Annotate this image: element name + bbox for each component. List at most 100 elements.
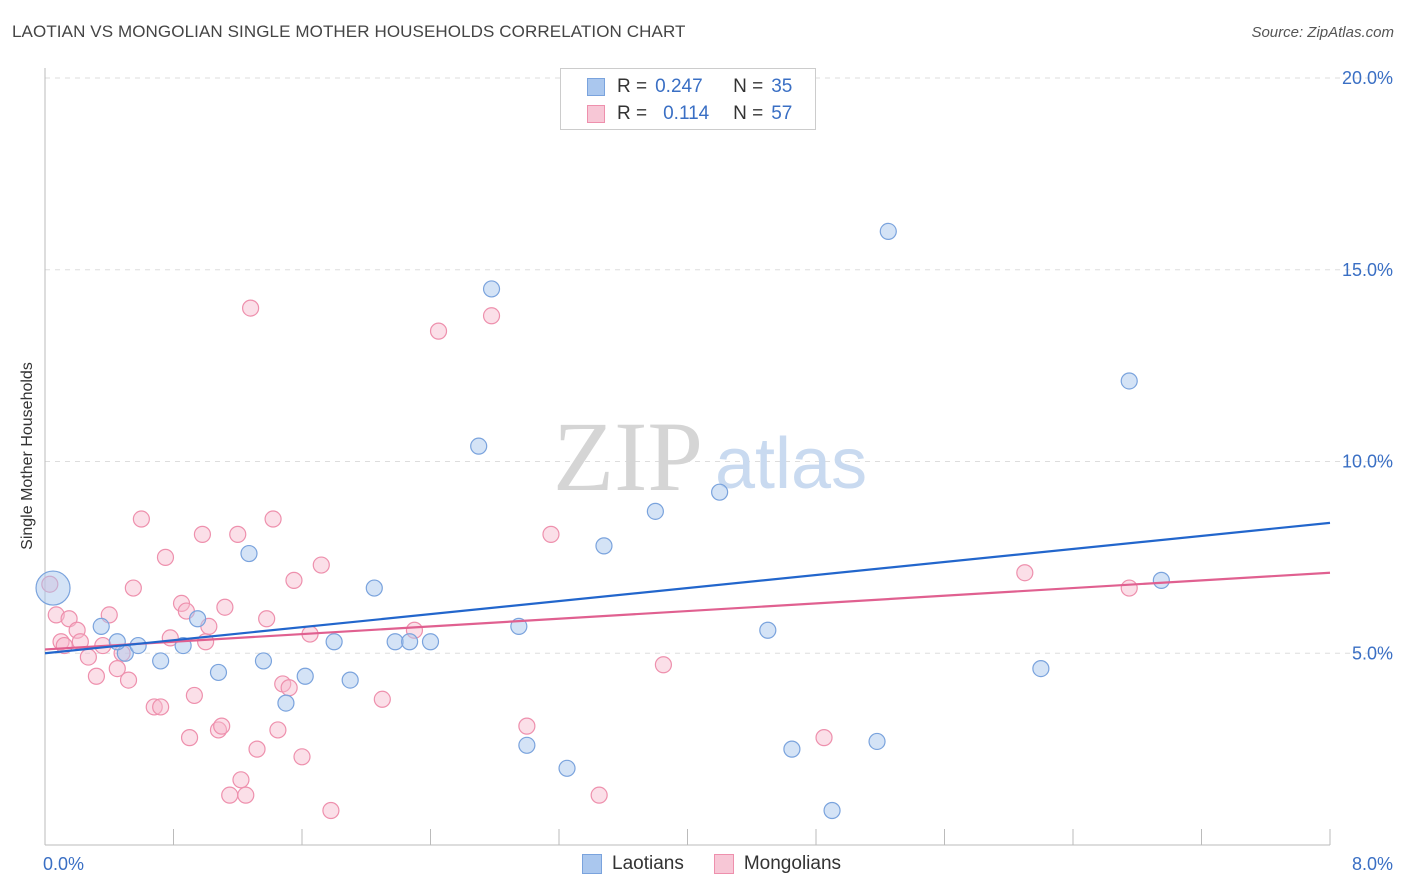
mongolian-point [322,801,340,820]
mongolian-point [280,679,298,697]
trend-lines [44,521,1331,655]
legend-n-value: 57 [771,103,793,124]
laotian-point [868,732,886,751]
mongolian-point [542,525,560,543]
mongolian-point [429,322,448,340]
laotian-point [386,633,404,651]
laotian-point [823,801,841,820]
mongolian-point [269,721,287,739]
laotian-trend-line [44,521,1331,655]
laotian-point [240,544,258,563]
laotian-point [296,667,314,685]
mongolian-point [193,525,212,543]
laotian-point [35,570,71,606]
laotian-point [595,537,613,555]
laotian-point [1032,659,1050,678]
mongolian-point [180,729,199,747]
bottom-legend-laotians: Laotians [582,853,684,875]
mongolian-point [237,786,255,804]
mongolian-point [119,671,138,689]
laotian-point [759,621,777,639]
mongolian-point [108,659,126,678]
laotian-point [470,437,488,455]
bottom-legend-mongolians-label: Mongolians [743,853,842,874]
laotian-point [188,610,207,628]
mongolian-point [213,717,231,735]
legend-r-label: R = [617,103,648,124]
mongolian-swatch [587,105,605,123]
y-tick-label: 15.0% [1342,260,1393,280]
mongolian-point [373,690,391,708]
legend: R = 0.247 N = 35 R = 0.114 N = 57 [560,68,816,130]
mongolian-point [590,786,608,804]
bottom-legend-laotians-label: Laotians [612,853,684,874]
x-tick-label: 0.0% [43,854,84,874]
bottom-legend-mongolians: Mongolians [713,853,842,875]
laotian-point [365,579,383,597]
mongolian-point [221,786,239,804]
mongolian-point [152,698,170,716]
mongolian-point [185,686,203,705]
mongolian-point [248,740,266,758]
mongolian-point [124,579,142,597]
mongolian-point [216,598,234,616]
laotian-point [209,663,228,682]
laotian-point [558,759,576,777]
mongolian-point [132,510,150,528]
y-tick-label: 20.0% [1342,68,1393,88]
mongolian-point [258,610,276,628]
mongolian-point [482,307,501,325]
mongolian-point [264,510,282,528]
tick-labels: 5.0% 10.0% 15.0% 20.0% 0.0% 8.0% [43,68,1393,874]
mongolian-point [145,698,163,716]
x-tick-label: 8.0% [1352,854,1393,874]
mongolian-point [654,656,673,674]
laotian-point [1120,372,1138,390]
legend-r-label: R = [617,76,648,97]
mongolian-point [285,571,303,589]
grid-lines [45,77,1392,654]
chart-source: Source: ZipAtlas.com [1251,24,1394,41]
axes [44,68,1331,846]
mongolian-point [815,729,833,747]
mongolian-point [518,717,536,735]
mongolian-point [229,525,247,543]
legend-r-value: 0.247 [655,76,703,97]
mongolian-point [293,748,311,766]
laotian-point [879,222,897,240]
legend-r-value: 0.114 [663,103,710,124]
mongolian-point [312,556,330,574]
legend-n-label: N = [733,76,764,97]
laotian-swatch [587,78,605,96]
mongolian-trend-line [44,571,1331,651]
mongolian-point [242,299,260,317]
mongolian-point [47,606,65,624]
laotian-point [711,483,729,501]
laotian-point [152,652,170,670]
laotian-point [518,736,536,754]
legend-row-laotian: R = 0.247 N = 35 [587,75,792,99]
legend-n-value: 35 [771,76,793,97]
mongolian-point [87,667,106,685]
mongolian-point [79,648,97,666]
laotian-point [254,652,273,670]
y-tick-label: 5.0% [1352,643,1393,663]
mongolian-point [1120,579,1138,597]
laotian-point [325,633,343,651]
legend-row-mongolian: R = 0.114 N = 57 [587,102,792,126]
laotian-point [1152,571,1170,589]
watermark-zip: ZIP [553,401,703,512]
laotian-swatch [582,854,602,874]
laotian-points [35,222,1170,820]
bottom-legend: Laotians Mongolians [582,852,871,876]
mongolian-point [1016,564,1034,582]
mongolian-point [156,548,175,566]
y-tick-label: 10.0% [1342,452,1393,472]
watermark-atlas: atlas [715,424,867,504]
laotian-point [401,633,419,651]
mongolian-swatch [713,854,734,874]
chart-title: LAOTIAN VS MONGOLIAN SINGLE MOTHER HOUSE… [12,22,686,41]
laotian-point [277,694,295,712]
laotian-point [783,740,801,758]
